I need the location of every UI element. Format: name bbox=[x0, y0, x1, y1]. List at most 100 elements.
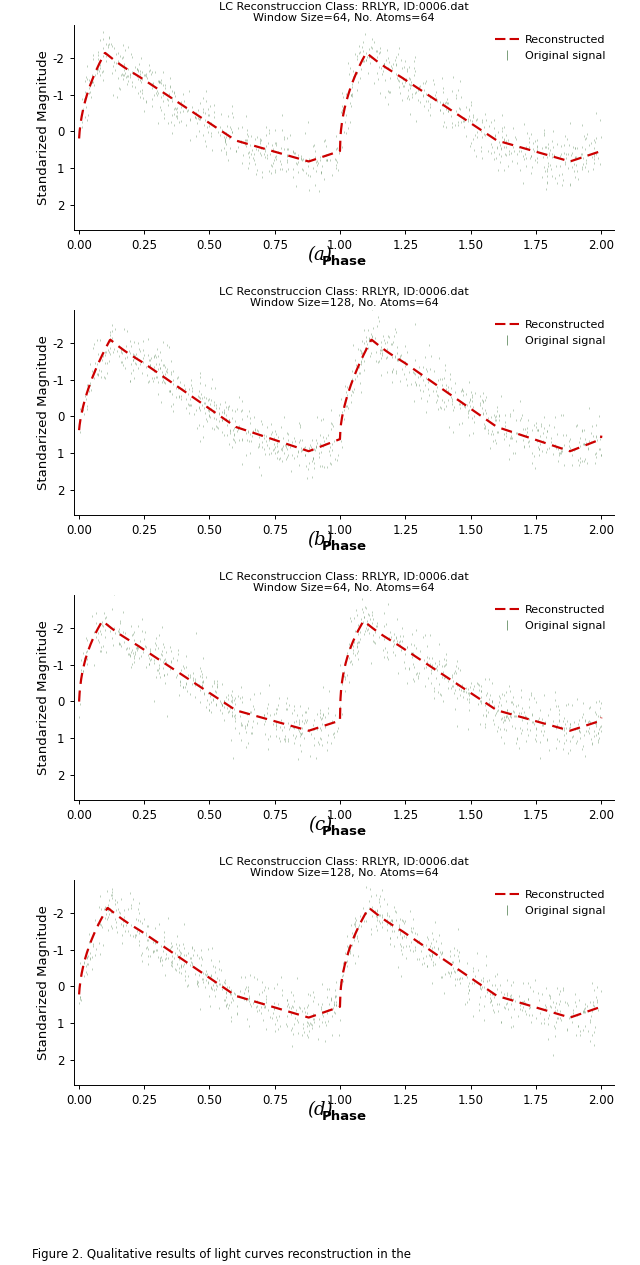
Point bbox=[195, 92, 205, 113]
Point bbox=[130, 641, 140, 662]
Point bbox=[404, 940, 415, 960]
Point bbox=[247, 722, 257, 743]
Point bbox=[159, 354, 169, 374]
Point bbox=[134, 65, 145, 85]
Point bbox=[579, 998, 589, 1018]
Point bbox=[429, 682, 439, 702]
Point bbox=[578, 703, 588, 724]
Point bbox=[426, 673, 436, 693]
Point bbox=[380, 87, 390, 108]
Point bbox=[444, 416, 454, 436]
Point bbox=[304, 180, 314, 200]
Point bbox=[450, 963, 460, 983]
Point bbox=[324, 682, 334, 702]
Point bbox=[204, 105, 214, 125]
Point bbox=[573, 450, 583, 471]
Point bbox=[163, 908, 173, 929]
Point bbox=[415, 91, 425, 111]
Point bbox=[196, 664, 207, 684]
Point bbox=[375, 340, 385, 361]
Point bbox=[150, 62, 160, 82]
Point bbox=[273, 696, 284, 716]
Point bbox=[551, 737, 561, 758]
Point bbox=[159, 650, 169, 670]
Point bbox=[315, 719, 325, 739]
Point bbox=[275, 159, 285, 180]
Point bbox=[253, 436, 263, 457]
Point bbox=[496, 694, 506, 715]
Point bbox=[387, 911, 397, 931]
Point bbox=[320, 1012, 330, 1032]
Point bbox=[154, 354, 164, 374]
Point bbox=[122, 921, 132, 941]
Point bbox=[131, 925, 141, 945]
Point bbox=[190, 108, 200, 128]
Point bbox=[282, 990, 292, 1011]
Point bbox=[162, 89, 172, 109]
Point bbox=[539, 120, 549, 140]
Point bbox=[541, 166, 552, 186]
Point bbox=[401, 923, 411, 944]
Point bbox=[249, 683, 259, 703]
Point bbox=[132, 358, 143, 378]
Point bbox=[475, 691, 485, 711]
Point bbox=[241, 989, 252, 1009]
Point bbox=[465, 110, 475, 130]
Point bbox=[126, 657, 136, 677]
Point bbox=[107, 882, 117, 902]
Point bbox=[214, 691, 225, 711]
Point bbox=[376, 338, 386, 358]
Point bbox=[559, 455, 569, 476]
Point bbox=[484, 689, 495, 710]
Point bbox=[226, 730, 236, 750]
Point bbox=[242, 406, 252, 426]
Point bbox=[197, 672, 207, 692]
Point bbox=[529, 142, 540, 162]
Point bbox=[192, 945, 202, 965]
Point bbox=[592, 977, 602, 997]
Point bbox=[90, 361, 100, 381]
Point bbox=[259, 425, 269, 445]
Point bbox=[198, 99, 208, 119]
Point bbox=[409, 635, 419, 655]
Point bbox=[373, 307, 383, 328]
Point bbox=[108, 56, 118, 76]
Point bbox=[249, 406, 259, 426]
Point bbox=[145, 639, 155, 659]
Point bbox=[564, 719, 574, 739]
Point bbox=[294, 997, 305, 1017]
Point bbox=[280, 726, 291, 746]
Point bbox=[308, 990, 318, 1011]
Point bbox=[250, 129, 260, 149]
Point bbox=[92, 622, 102, 643]
Point bbox=[322, 979, 332, 999]
Point bbox=[359, 911, 369, 931]
Point bbox=[195, 400, 205, 420]
Point bbox=[234, 415, 244, 435]
Point bbox=[298, 149, 308, 170]
Point bbox=[526, 683, 536, 703]
Point bbox=[424, 945, 434, 965]
Point bbox=[425, 94, 435, 114]
Point bbox=[438, 92, 448, 113]
Point bbox=[336, 102, 346, 123]
Point bbox=[308, 1009, 319, 1030]
Point bbox=[524, 998, 534, 1018]
Point bbox=[186, 949, 196, 969]
Point bbox=[237, 400, 247, 420]
Point bbox=[462, 992, 472, 1012]
Point bbox=[159, 665, 169, 686]
Point bbox=[433, 682, 443, 702]
Point bbox=[453, 113, 463, 133]
Point bbox=[560, 154, 570, 175]
Point bbox=[549, 416, 559, 436]
Y-axis label: Standarized Magnitude: Standarized Magnitude bbox=[37, 620, 50, 775]
Point bbox=[255, 129, 265, 149]
Point bbox=[125, 343, 136, 363]
Point bbox=[293, 144, 303, 164]
Point bbox=[288, 142, 298, 162]
Point bbox=[318, 703, 328, 724]
Point bbox=[479, 996, 490, 1016]
Point bbox=[236, 132, 246, 152]
Point bbox=[441, 99, 451, 119]
